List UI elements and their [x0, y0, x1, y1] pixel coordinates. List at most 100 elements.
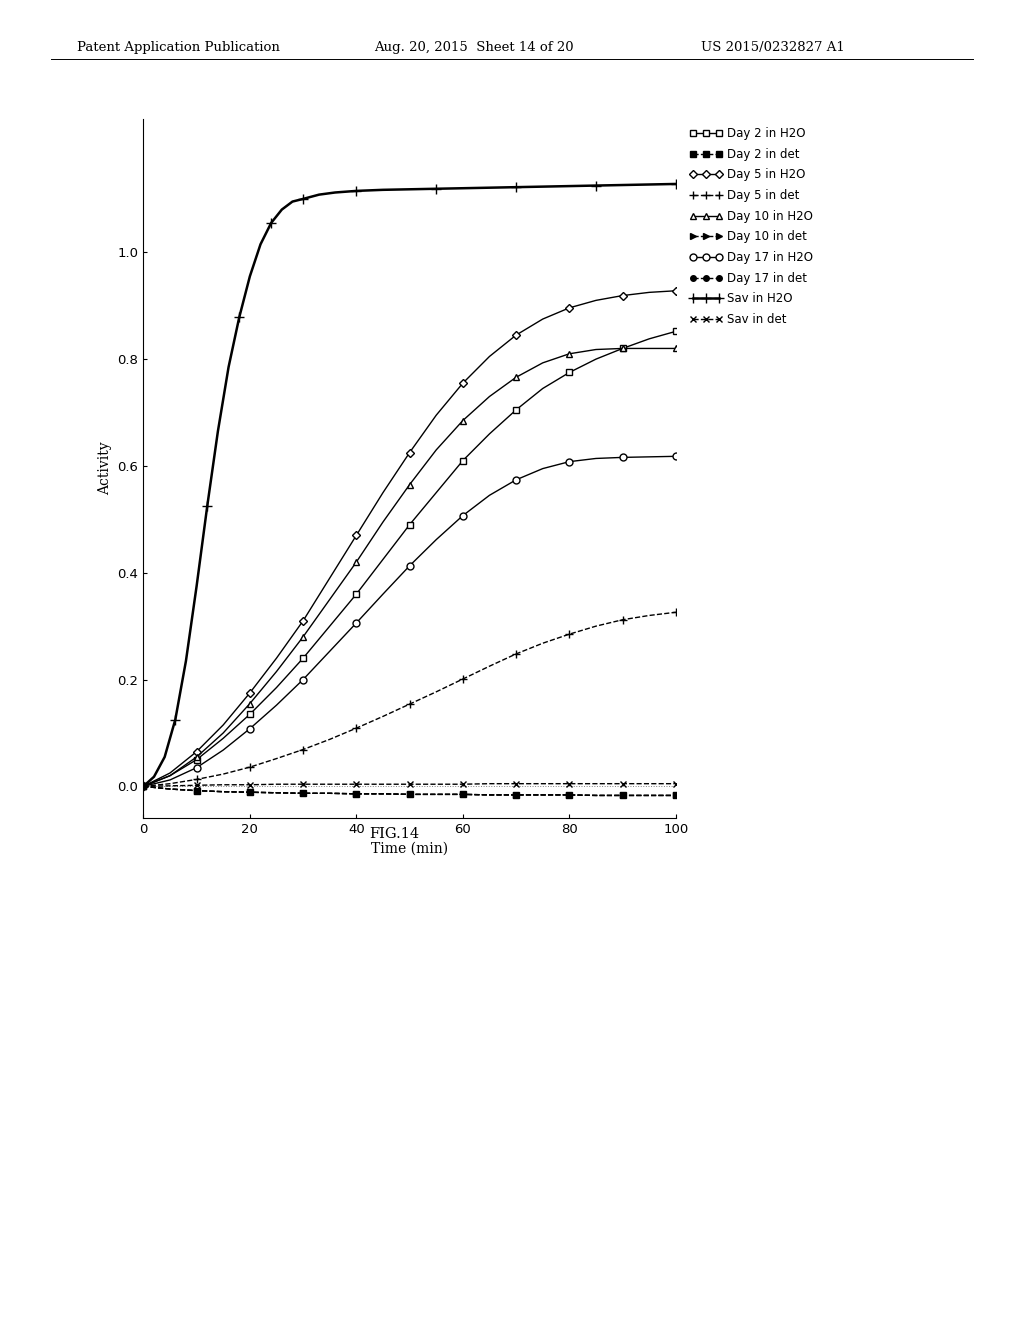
Day 10 in det	[164, 781, 176, 797]
Sav in H2O	[190, 578, 203, 594]
Day 10 in det	[563, 787, 575, 803]
Day 5 in det	[430, 684, 442, 700]
Day 5 in H2O	[563, 300, 575, 315]
Day 10 in det	[137, 779, 150, 795]
Day 17 in det	[270, 785, 283, 801]
Y-axis label: Activity: Activity	[98, 442, 112, 495]
Day 5 in H2O	[270, 651, 283, 667]
Day 5 in det	[510, 645, 522, 661]
Day 2 in H2O	[217, 730, 229, 746]
Sav in H2O	[457, 181, 469, 197]
Day 17 in H2O	[270, 697, 283, 713]
Day 5 in H2O	[643, 284, 655, 300]
Text: FIG.14: FIG.14	[370, 828, 419, 841]
Line: Day 10 in H2O: Day 10 in H2O	[140, 345, 679, 789]
Sav in det	[244, 777, 256, 793]
Day 2 in det	[457, 787, 469, 803]
Day 5 in H2O	[616, 288, 629, 304]
Sav in H2O	[616, 177, 629, 193]
Day 17 in det	[403, 787, 416, 803]
Day 10 in det	[483, 787, 496, 803]
Day 10 in det	[270, 785, 283, 801]
Day 2 in H2O	[377, 552, 389, 568]
X-axis label: Time (min): Time (min)	[371, 842, 449, 855]
Day 2 in H2O	[670, 323, 682, 339]
Sav in H2O	[483, 180, 496, 195]
Day 10 in H2O	[164, 768, 176, 784]
Day 10 in det	[510, 787, 522, 803]
Sav in H2O	[377, 182, 389, 198]
Line: Sav in H2O: Sav in H2O	[138, 180, 681, 791]
Day 2 in H2O	[190, 751, 203, 767]
Sav in det	[616, 776, 629, 792]
Sav in H2O	[313, 186, 326, 202]
Sav in det	[217, 777, 229, 793]
Day 10 in det	[430, 787, 442, 803]
Day 5 in H2O	[244, 685, 256, 701]
Day 17 in H2O	[403, 558, 416, 574]
Line: Sav in det: Sav in det	[140, 780, 679, 789]
Sav in H2O	[590, 178, 602, 194]
Day 10 in det	[244, 784, 256, 800]
Line: Day 5 in H2O: Day 5 in H2O	[140, 288, 679, 789]
Line: Day 2 in H2O: Day 2 in H2O	[140, 329, 679, 789]
Sav in det	[350, 776, 362, 792]
Sav in H2O	[643, 177, 655, 193]
Day 17 in H2O	[297, 672, 309, 688]
Day 5 in H2O	[457, 375, 469, 391]
Day 10 in det	[670, 788, 682, 804]
Sav in H2O	[510, 180, 522, 195]
Day 10 in H2O	[350, 554, 362, 570]
Sav in H2O	[159, 748, 171, 764]
Day 5 in det	[643, 607, 655, 623]
Day 2 in H2O	[563, 364, 575, 380]
Sav in det	[563, 776, 575, 792]
Day 10 in det	[190, 783, 203, 799]
Day 17 in H2O	[483, 487, 496, 503]
Day 10 in H2O	[510, 370, 522, 385]
Sav in H2O	[222, 359, 234, 375]
Day 10 in H2O	[270, 664, 283, 680]
Day 2 in H2O	[643, 331, 655, 347]
Day 5 in det	[537, 635, 549, 651]
Day 10 in H2O	[137, 779, 150, 795]
Sav in det	[190, 777, 203, 793]
Legend: Day 2 in H2O, Day 2 in det, Day 5 in H2O, Day 5 in det, Day 10 in H2O, Day 10 in: Day 2 in H2O, Day 2 in det, Day 5 in H2O…	[687, 124, 815, 329]
Day 17 in det	[137, 779, 150, 795]
Day 17 in det	[563, 787, 575, 803]
Sav in det	[377, 776, 389, 792]
Sav in det	[510, 776, 522, 792]
Day 2 in det	[270, 785, 283, 801]
Day 17 in H2O	[377, 586, 389, 602]
Day 17 in H2O	[324, 643, 336, 659]
Day 17 in H2O	[137, 779, 150, 795]
Day 10 in det	[217, 784, 229, 800]
Day 5 in det	[244, 759, 256, 775]
Sav in det	[403, 776, 416, 792]
Day 17 in H2O	[244, 721, 256, 737]
Day 17 in H2O	[616, 450, 629, 466]
Sav in H2O	[403, 181, 416, 197]
Day 2 in det	[643, 788, 655, 804]
Sav in H2O	[537, 178, 549, 194]
Day 5 in det	[270, 751, 283, 767]
Day 2 in H2O	[137, 779, 150, 795]
Day 17 in H2O	[510, 471, 522, 487]
Day 5 in det	[324, 731, 336, 747]
Day 2 in H2O	[537, 380, 549, 396]
Sav in H2O	[137, 779, 150, 795]
Day 17 in det	[537, 787, 549, 803]
Sav in det	[324, 776, 336, 792]
Day 17 in det	[430, 787, 442, 803]
Day 5 in det	[403, 696, 416, 711]
Day 17 in H2O	[217, 742, 229, 758]
Sav in H2O	[147, 768, 160, 784]
Sav in det	[590, 776, 602, 792]
Day 5 in H2O	[377, 484, 389, 500]
Sav in H2O	[287, 194, 299, 210]
Sav in det	[430, 776, 442, 792]
Day 10 in H2O	[217, 725, 229, 741]
Day 2 in det	[164, 781, 176, 797]
Day 5 in det	[670, 605, 682, 620]
Sav in H2O	[212, 424, 224, 440]
